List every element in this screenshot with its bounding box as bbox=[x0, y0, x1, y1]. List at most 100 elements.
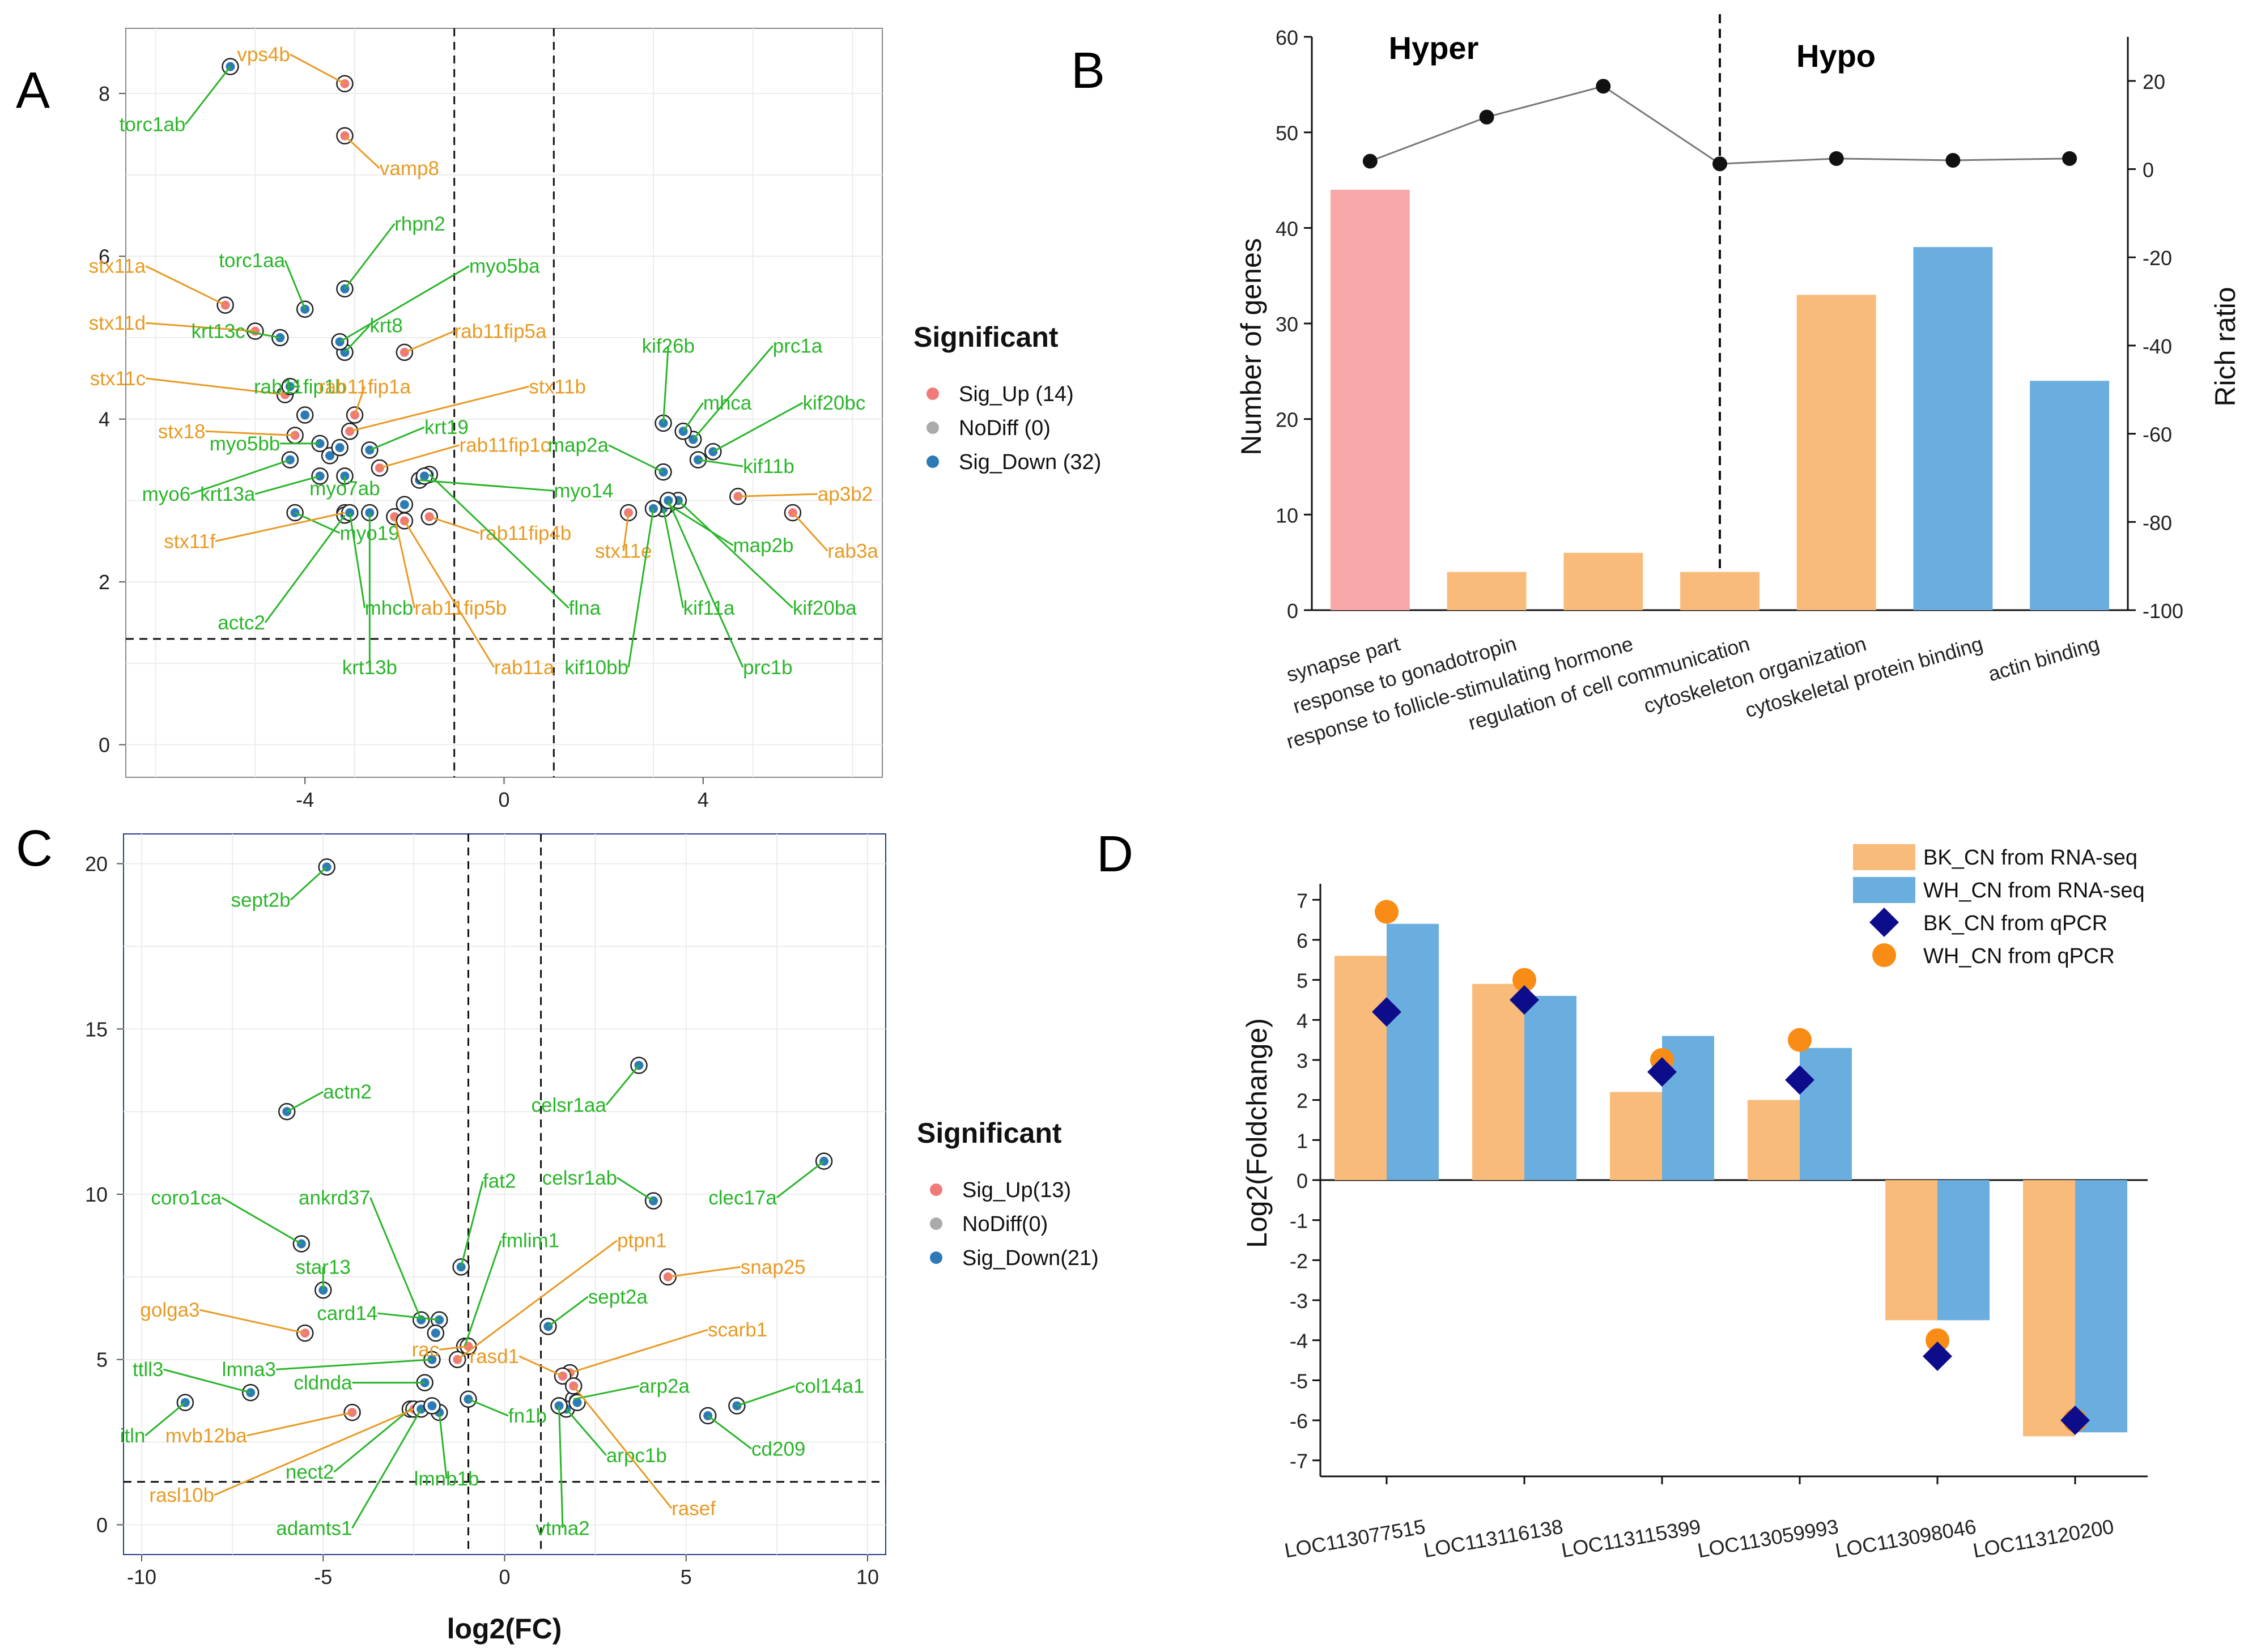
legend-swatch-wh-rnaseq bbox=[1853, 877, 1915, 903]
gene-label-rasef: rasef bbox=[672, 1497, 716, 1519]
leader-line bbox=[215, 512, 345, 542]
gene-label-kif26b: kif26b bbox=[642, 335, 695, 357]
gene-label-krt8: krt8 bbox=[369, 314, 402, 337]
x-tick-label: -4 bbox=[296, 788, 314, 811]
panel-a-legend: Significant Sig_Up (14) NoDiff (0) Sig_Down… bbox=[913, 321, 1101, 474]
leader-line bbox=[468, 1398, 509, 1417]
gene-label-vamp8: vamp8 bbox=[380, 157, 439, 180]
panel-a-plot-area bbox=[125, 28, 883, 778]
x-tick-label: -10 bbox=[127, 1565, 156, 1589]
legend-swatch bbox=[926, 388, 939, 400]
leader-line bbox=[419, 479, 554, 492]
panel-label-d: D bbox=[1096, 826, 1133, 883]
leader-line bbox=[163, 1368, 251, 1394]
x-tick-label: 0 bbox=[499, 1565, 510, 1589]
leader-line bbox=[668, 504, 734, 546]
gene-label-mhcb: mhcb bbox=[365, 597, 414, 619]
legend-item: WH_CN from RNA-seq bbox=[1923, 879, 2145, 902]
gene-label-card14: card14 bbox=[317, 1302, 377, 1325]
y-tick-label: 0 bbox=[96, 1513, 108, 1536]
bar-wh-rnaseq bbox=[2075, 1180, 2127, 1433]
gene-label-nect2: nect2 bbox=[286, 1461, 334, 1483]
gene-point bbox=[419, 471, 429, 481]
leader-line bbox=[404, 330, 455, 354]
bar-actin-binding bbox=[2030, 381, 2110, 610]
gene-label-rhpn2: rhpn2 bbox=[394, 213, 445, 235]
leader-line bbox=[439, 1345, 469, 1351]
legend-item: NoDiff (0) bbox=[959, 416, 1051, 440]
y-tick-label: 7 bbox=[1297, 889, 1308, 912]
panel-d-legend: BK_CN from RNA-seq WH_CN from RNA-seq BK_C… bbox=[1853, 844, 2145, 968]
leader-line bbox=[344, 325, 371, 353]
leader-line bbox=[677, 500, 793, 609]
gene-label-lmnb1b: lmnb1b bbox=[414, 1468, 479, 1490]
y-tick-label: 20 bbox=[85, 853, 108, 876]
gene-label-kif10bb: kif10bb bbox=[564, 657, 628, 679]
gene-label-prc1a: prc1a bbox=[773, 335, 823, 357]
gene-label-cldnda: cldnda bbox=[294, 1372, 352, 1394]
gene-label-myo7ab: myo7ab bbox=[309, 478, 380, 500]
y-tick-label: 60 bbox=[1276, 26, 1298, 49]
gene-label-arpc1b: arpc1b bbox=[606, 1445, 667, 1467]
y-tick-label: 15 bbox=[85, 1017, 108, 1041]
gene-label-mvb12ba: mvb12ba bbox=[165, 1425, 248, 1447]
y-tick-label: 0 bbox=[1287, 599, 1298, 623]
gene-label-arp2a: arp2a bbox=[639, 1375, 690, 1397]
rich-ratio-point bbox=[2062, 151, 2077, 166]
y-tick-label: -1 bbox=[1290, 1210, 1308, 1233]
leader-line bbox=[351, 1408, 422, 1529]
gene-label-myo6: myo6 bbox=[142, 483, 191, 505]
marker-wh-qpcr bbox=[1788, 1028, 1812, 1052]
category-label-loc113120200: LOC113120200 bbox=[1971, 1515, 2116, 1562]
leader-line bbox=[294, 512, 341, 534]
y2-tick-label: -80 bbox=[2143, 511, 2172, 534]
leader-line bbox=[344, 135, 380, 169]
y2-tick-label: -60 bbox=[2143, 423, 2172, 446]
gene-label-torc1aa: torc1aa bbox=[219, 250, 285, 272]
leader-line bbox=[246, 1411, 352, 1437]
gene-label-coro1ca: coro1ca bbox=[151, 1187, 222, 1209]
gene-point bbox=[572, 1398, 582, 1407]
panel-a: A -4 0 4 0 2 4 6 8 torc1ab vps4b vamp8 rhpn2 torc1aa… bbox=[16, 28, 1101, 811]
panel-b-y2label: Rich ratio bbox=[2209, 287, 2241, 406]
leader-line bbox=[379, 444, 460, 469]
x-tick-label: 10 bbox=[856, 1565, 879, 1589]
gene-label-krt13b: krt13b bbox=[342, 657, 397, 679]
rich-ratio-point bbox=[1829, 151, 1844, 166]
panel-label-b: B bbox=[1071, 42, 1105, 99]
gene-label-vtma2: vtma2 bbox=[536, 1517, 589, 1539]
leader-line bbox=[692, 345, 774, 440]
gene-label-ankrd37: ankrd37 bbox=[299, 1187, 370, 1209]
y-tick-label: 20 bbox=[1276, 408, 1298, 432]
gene-label-map2b: map2b bbox=[733, 534, 794, 556]
y-tick-label: 5 bbox=[1297, 969, 1308, 993]
leader-line bbox=[290, 53, 346, 85]
leader-line bbox=[146, 322, 256, 333]
gene-label-krt13a: krt13a bbox=[200, 483, 256, 505]
gene-label-col14a1: col14a1 bbox=[795, 1375, 865, 1397]
y-tick-label: 4 bbox=[99, 408, 110, 431]
gene-label-rasd1: rasd1 bbox=[470, 1346, 520, 1368]
gene-label-rab3a: rab3a bbox=[827, 540, 878, 563]
gene-label-flna: flna bbox=[569, 597, 601, 619]
gene-label-adamts1: adamts1 bbox=[276, 1517, 352, 1539]
gene-label-rab11fip4b: rab11fip4b bbox=[479, 522, 572, 544]
leader-line bbox=[144, 1402, 186, 1437]
gene-point bbox=[300, 410, 310, 420]
legend-swatch bbox=[926, 455, 939, 468]
marker-wh-qpcr bbox=[1375, 900, 1399, 924]
gene-label-star13: star13 bbox=[296, 1256, 351, 1278]
leader-line bbox=[682, 402, 704, 432]
legend-swatch-wh-qpcr bbox=[1872, 943, 1896, 967]
gene-label-vps4b: vps4b bbox=[237, 44, 290, 66]
legend-item: BK_CN from RNA-seq bbox=[1923, 846, 2137, 870]
gene-label-lmna3: lmna3 bbox=[222, 1359, 276, 1381]
gene-label-map2a: map2a bbox=[548, 435, 609, 457]
gene-label-stx11d: stx11d bbox=[89, 312, 146, 334]
category-label-loc113116138: LOC113116138 bbox=[1422, 1515, 1565, 1562]
gene-label-myo14: myo14 bbox=[554, 480, 613, 502]
bar-regulation-of-cell-communication bbox=[1680, 572, 1760, 610]
leader-line bbox=[698, 459, 743, 467]
gene-label-actn2: actn2 bbox=[323, 1081, 372, 1103]
